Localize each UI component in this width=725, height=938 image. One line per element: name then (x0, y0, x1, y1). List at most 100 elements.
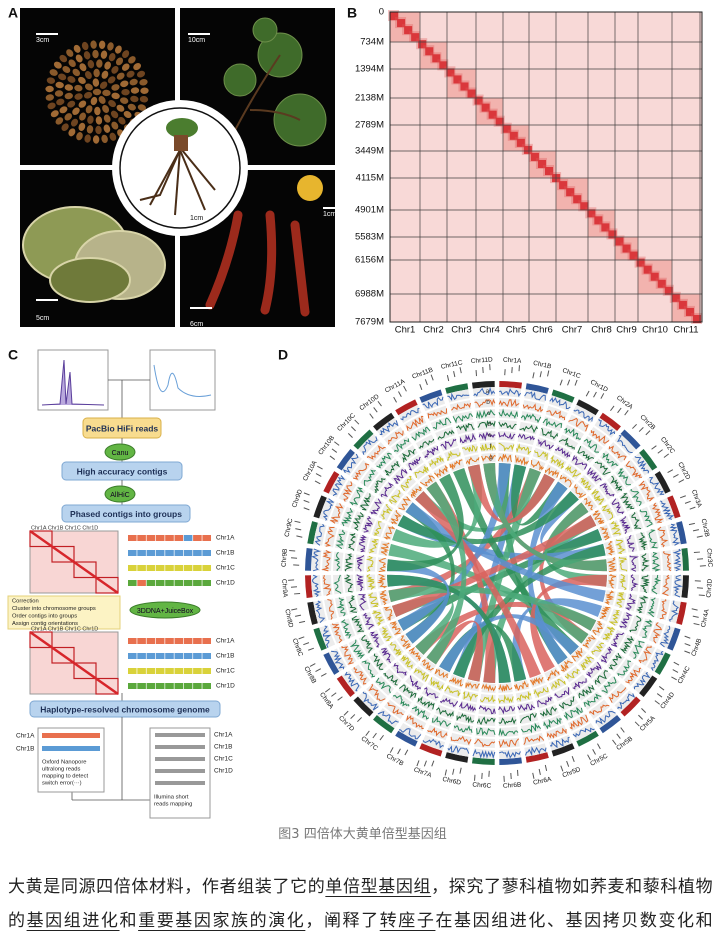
track-bg (661, 575, 672, 596)
track-line (367, 592, 379, 607)
track-line (539, 706, 558, 717)
track-line (672, 548, 682, 572)
panel-b: 0 734M 1394M 2138M 2789M 3449M 4115M 4901M 5583M… (355, 7, 703, 336)
text-segment: 基因组进化 (26, 911, 120, 931)
chromosome-ideogram (654, 471, 671, 494)
gene-tick (610, 405, 615, 412)
seed (133, 63, 142, 71)
heatmap-block (475, 41, 504, 70)
heatmap-block (419, 124, 448, 152)
track-line (406, 416, 424, 431)
track-line (479, 694, 496, 703)
chromosome-label: Chr3D (706, 578, 714, 598)
gene-tick (571, 755, 575, 762)
seed (79, 112, 87, 121)
track-bg (446, 389, 470, 403)
gene-tick (446, 375, 450, 382)
synteny-ribbon (397, 463, 511, 631)
haplotype-bar (146, 668, 156, 674)
chromosome-label: Chr1D (589, 379, 609, 394)
heatmap-block (614, 177, 639, 211)
heatmap-block (671, 68, 701, 99)
track-bg (625, 593, 638, 612)
track-bg (592, 668, 612, 688)
synteny-ribbon (544, 502, 607, 587)
diagonal-halo (676, 298, 688, 310)
heatmap-block (446, 150, 477, 179)
chromosome-label: Chr6A (533, 776, 553, 787)
track-line (598, 418, 615, 436)
chromosome-label: Chr4D (659, 691, 676, 710)
chromosome-label: Chr3A (690, 489, 703, 509)
heatmap-block (637, 293, 673, 323)
heatmap-block (671, 11, 701, 43)
haplotype-bar (165, 535, 174, 541)
gene-tick (444, 769, 447, 776)
mini-diagonal (95, 576, 119, 594)
chromosome-label: Chr7A (413, 766, 433, 779)
seed (84, 134, 91, 143)
thumbnail (37, 349, 109, 411)
heatmap-block (671, 236, 701, 261)
track-label: g (489, 454, 493, 461)
y-label: 6156M (355, 255, 384, 266)
seed (116, 104, 125, 112)
heatmap-block (475, 124, 504, 152)
heatmap-block (528, 293, 557, 323)
track-line (608, 687, 627, 703)
heatmap-block (614, 11, 639, 43)
track-bg (378, 590, 391, 606)
seed (58, 73, 67, 81)
seed (92, 135, 100, 144)
diagonal-halo (451, 73, 463, 85)
diagonal-halo (479, 101, 491, 113)
diagonal (425, 47, 434, 56)
track-line (574, 484, 586, 498)
haplotype-bar (202, 535, 211, 541)
haplotype-bar (183, 653, 193, 659)
diagonal-halo (557, 179, 569, 191)
track-line (400, 407, 420, 421)
gene-tick (334, 441, 340, 446)
haplotype-bar (202, 668, 211, 674)
chromosome-label: Chr3B (700, 518, 711, 538)
diagonal-halo (550, 172, 562, 184)
gene-tick (620, 727, 625, 733)
track-line (599, 483, 615, 497)
track-line (400, 635, 411, 649)
illumina-bar (155, 733, 205, 737)
track-bg (328, 474, 347, 498)
seed (68, 128, 76, 137)
heatmap-block (389, 209, 421, 238)
track-line (389, 489, 401, 505)
heatmap-block (389, 68, 421, 99)
heatmap-block (419, 177, 448, 211)
y-label: 1394M (355, 64, 384, 75)
illumina-label: Chr1C (214, 756, 233, 763)
track-line (554, 687, 570, 698)
track-bg (499, 737, 520, 748)
heatmap-block (555, 97, 589, 126)
track-line (380, 504, 393, 520)
track-line (617, 660, 632, 676)
heatmap-block (528, 11, 557, 43)
diagonal-halo (528, 150, 540, 162)
heatmap-block (419, 97, 448, 126)
track-line (381, 626, 392, 642)
diagonal-halo (416, 38, 428, 50)
text-segment: 大黄是同源四倍体材料，作者组装了它的 (8, 877, 326, 897)
seed (121, 63, 130, 71)
ont-label: Chr1B (16, 746, 34, 753)
gene-tick (315, 668, 322, 672)
track-line (514, 455, 529, 466)
seed (67, 100, 76, 108)
chromosome-ideogram (639, 675, 658, 697)
chromosome-ideogram (551, 389, 575, 403)
track-bg (311, 548, 322, 571)
mini-diagonal (95, 677, 119, 695)
track-line (462, 691, 478, 702)
heatmap-block (528, 209, 557, 238)
synteny-ribbon (439, 622, 527, 682)
ont-text: ultralong reads (42, 767, 80, 773)
synteny-ribbon (426, 481, 496, 683)
